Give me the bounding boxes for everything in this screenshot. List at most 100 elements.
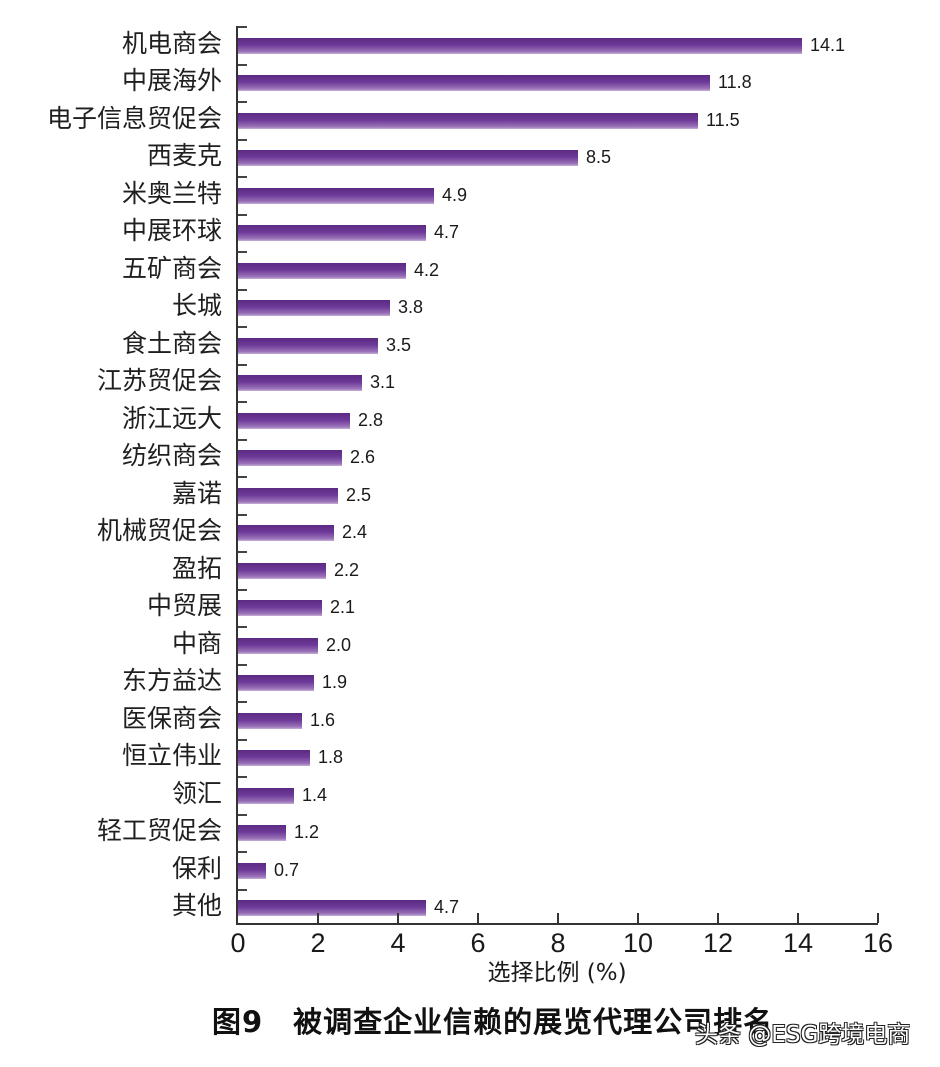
y-tick <box>238 213 247 216</box>
y-tick <box>238 738 247 741</box>
bar <box>238 562 326 579</box>
x-tick <box>797 913 799 923</box>
bar <box>238 712 302 729</box>
category-label: 中贸展 <box>146 591 222 621</box>
bar <box>238 412 350 429</box>
bar <box>238 637 318 654</box>
bar <box>238 225 426 242</box>
value-label: 2.6 <box>350 447 376 468</box>
category-label: 机械贸促会 <box>96 516 222 546</box>
figure-caption: 图9 被调查企业信赖的展览代理公司排名 <box>212 1005 774 1039</box>
y-tick <box>238 326 247 328</box>
y-tick <box>238 663 247 666</box>
category-label: 盈拓 <box>171 553 222 583</box>
x-tick-label: 4 <box>390 928 406 958</box>
bar <box>238 300 390 317</box>
y-tick <box>238 288 247 291</box>
category-label: 中展海外 <box>121 66 222 96</box>
value-label: 3.8 <box>398 297 424 318</box>
x-tick-label: 8 <box>550 928 566 958</box>
category-label: 食土商会 <box>121 328 222 358</box>
value-label: 1.6 <box>310 709 336 730</box>
category-label: 五矿商会 <box>121 253 222 283</box>
x-tick <box>557 913 559 923</box>
y-axis <box>236 26 238 925</box>
category-label: 中商 <box>171 628 222 658</box>
y-tick <box>238 26 247 28</box>
y-tick <box>238 176 247 178</box>
value-label: 2.1 <box>330 597 356 618</box>
x-tick-label: 0 <box>230 928 246 958</box>
y-tick <box>238 701 247 703</box>
y-tick <box>238 363 247 366</box>
y-tick <box>238 251 247 253</box>
x-axis <box>236 923 878 925</box>
category-label: 电子信息贸促会 <box>46 103 222 133</box>
value-label: 3.5 <box>386 334 412 355</box>
category-label: 领汇 <box>171 778 222 808</box>
y-tick <box>238 551 247 553</box>
bar <box>238 825 286 842</box>
x-tick-label: 12 <box>702 928 734 958</box>
y-tick <box>238 138 247 141</box>
y-tick <box>238 101 247 103</box>
bar <box>238 487 338 504</box>
category-label: 浙江远大 <box>121 403 222 433</box>
value-label: 0.7 <box>274 859 300 880</box>
category-label: 长城 <box>171 291 222 321</box>
x-tick <box>637 913 639 923</box>
x-tick <box>717 913 719 923</box>
bar <box>238 675 314 692</box>
watermark: 头条 @ESG跨境电商 <box>695 1022 911 1048</box>
bar <box>238 262 406 279</box>
x-tick-label: 14 <box>782 928 814 958</box>
bar <box>238 337 378 354</box>
value-label: 1.8 <box>318 747 344 768</box>
category-label: 米奥兰特 <box>121 178 222 208</box>
value-label: 1.2 <box>294 822 320 843</box>
y-tick <box>238 813 247 816</box>
value-label: 4.9 <box>442 184 468 205</box>
category-label: 机电商会 <box>121 28 222 58</box>
bar <box>238 150 578 167</box>
y-tick <box>238 63 247 66</box>
x-tick <box>317 913 319 923</box>
value-label: 2.5 <box>346 484 372 505</box>
value-label: 11.5 <box>706 109 740 130</box>
value-label: 2.4 <box>342 522 368 543</box>
category-label: 轻工贸促会 <box>96 816 222 846</box>
y-tick <box>238 476 247 478</box>
category-label: 江苏贸促会 <box>96 366 222 396</box>
category-label: 其他 <box>171 891 222 921</box>
x-axis-title: 选择比例 (%) <box>487 960 627 986</box>
y-tick <box>238 438 247 441</box>
value-label: 1.4 <box>302 784 328 805</box>
value-label: 4.7 <box>434 222 460 243</box>
category-label: 嘉诺 <box>171 478 222 508</box>
category-label: 西麦克 <box>146 141 222 171</box>
y-tick <box>238 851 247 853</box>
y-tick <box>238 588 247 591</box>
x-tick <box>397 913 399 923</box>
bar <box>238 600 322 617</box>
y-tick <box>238 401 247 403</box>
bar <box>238 375 362 392</box>
bar <box>238 112 698 129</box>
category-label: 保利 <box>171 853 222 883</box>
category-label: 东方益达 <box>121 666 222 696</box>
category-label: 恒立伟业 <box>121 741 222 771</box>
value-label: 2.8 <box>358 409 384 430</box>
bar <box>238 187 434 204</box>
value-label: 11.8 <box>718 72 752 93</box>
value-label: 3.1 <box>370 372 396 393</box>
category-label: 纺织商会 <box>121 441 222 471</box>
y-tick <box>238 776 247 778</box>
bar <box>238 37 802 54</box>
bar <box>238 862 266 879</box>
category-label: 中展环球 <box>121 216 222 246</box>
bar <box>238 525 334 542</box>
x-tick-label: 16 <box>862 928 894 958</box>
y-tick <box>238 888 247 891</box>
bar <box>238 75 710 92</box>
value-label: 1.9 <box>322 672 348 693</box>
